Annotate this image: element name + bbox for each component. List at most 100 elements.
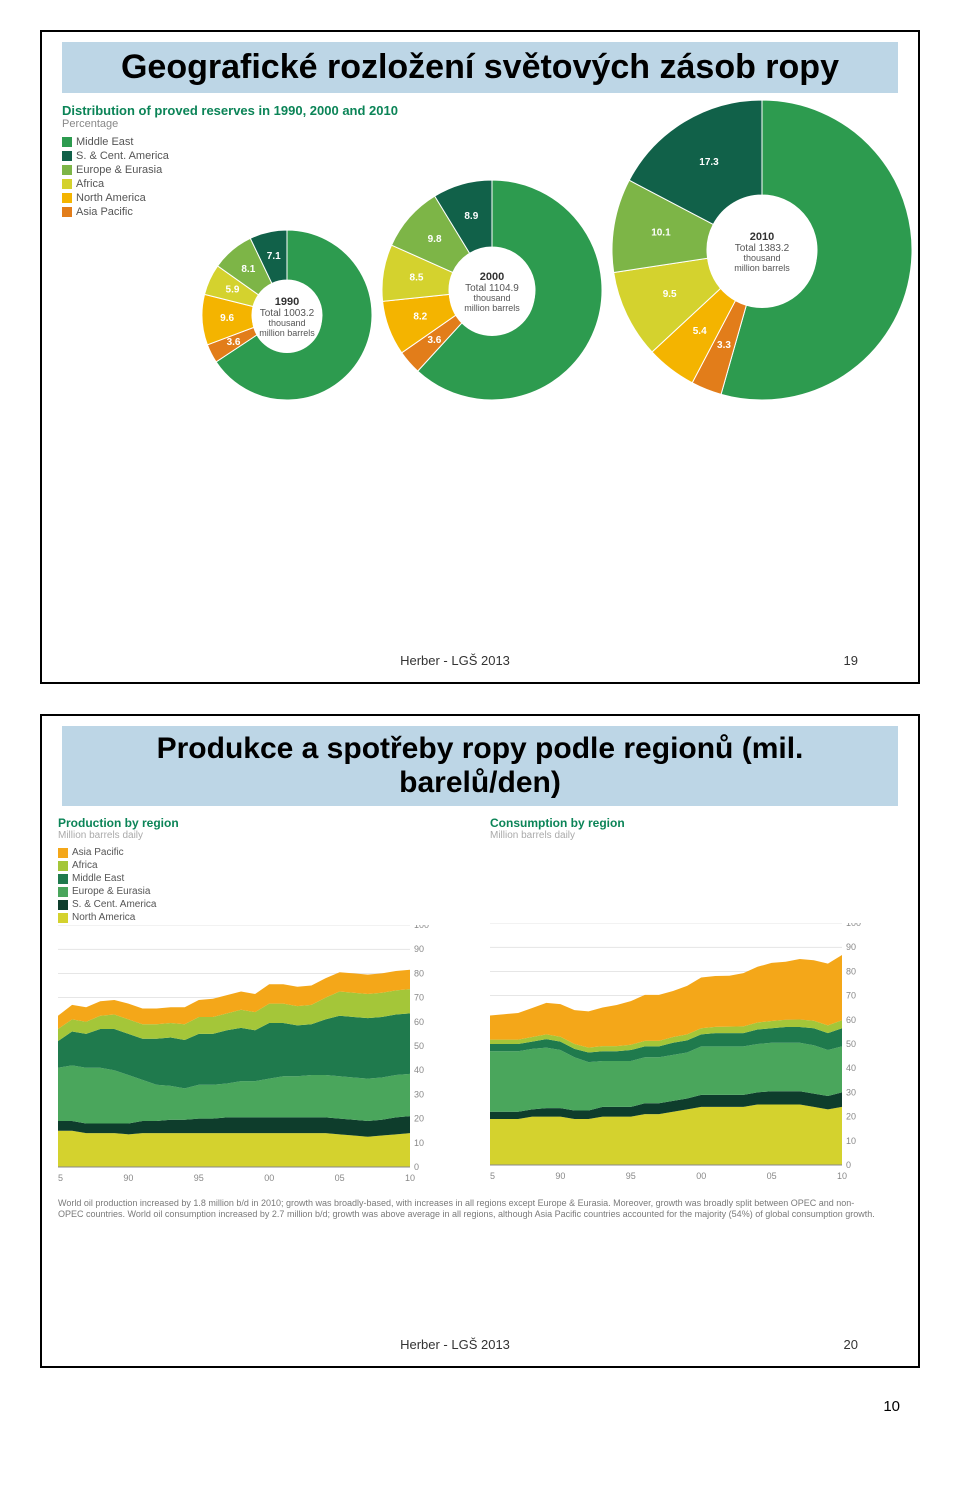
slide1-title-bg: Geografické rozložení světových zásob ro… (62, 42, 898, 93)
svg-text:10: 10 (837, 1171, 847, 1181)
legend-label: Europe & Eurasia (72, 886, 150, 897)
slide2-footer-center: Herber - LGŠ 2013 (42, 1337, 868, 1352)
slide1-footer-center: Herber - LGŠ 2013 (42, 653, 868, 668)
svg-text:100: 100 (414, 925, 429, 930)
svg-text:05: 05 (767, 1171, 777, 1181)
legend-swatch (62, 151, 72, 161)
svg-text:5.4: 5.4 (693, 326, 707, 337)
consumption-chart: 0102030405060708090100859095000510 (490, 923, 902, 1188)
slide2-content: Production by region Million barrels dai… (42, 806, 918, 1227)
svg-text:50: 50 (414, 1041, 424, 1051)
legend-swatch (58, 900, 68, 910)
legend-label: Asia Pacific (76, 206, 133, 218)
legend-label: North America (76, 192, 146, 204)
slide2-title: Produkce a spotřeby ropy podle regionů (… (72, 732, 888, 800)
svg-text:30: 30 (414, 1089, 424, 1099)
svg-text:5.9: 5.9 (226, 285, 240, 296)
slide2-page-num: 20 (844, 1337, 858, 1352)
slide2-title-bg: Produkce a spotřeby ropy podle regionů (… (62, 726, 898, 806)
svg-text:30: 30 (846, 1087, 856, 1097)
legend-label: Africa (72, 860, 98, 871)
production-sub: Million barrels daily (58, 830, 470, 841)
svg-text:00: 00 (264, 1173, 274, 1183)
svg-text:85: 85 (490, 1171, 495, 1181)
legend-swatch (58, 913, 68, 923)
svg-text:60: 60 (414, 1017, 424, 1027)
slide1-content: Distribution of proved reserves in 1990,… (42, 93, 918, 415)
legend-swatch (58, 861, 68, 871)
s2-chart-row: Production by region Million barrels dai… (58, 816, 902, 1190)
svg-text:100: 100 (846, 923, 861, 928)
s2-note: World oil production increased by 1.8 mi… (58, 1198, 878, 1221)
slide-1-frame: Geografické rozložení světových zásob ro… (40, 30, 920, 684)
legend-swatch (62, 137, 72, 147)
consumption-col: Consumption by region Million barrels da… (490, 816, 902, 1188)
donut-2000: 63.13.68.28.59.88.92000Total 1104.9thous… (382, 180, 602, 405)
svg-text:50: 50 (846, 1039, 856, 1049)
donut-center: 1990Total 1003.2thousandmillion barrels (252, 283, 322, 353)
svg-text:10.1: 10.1 (651, 228, 671, 239)
svg-text:90: 90 (555, 1171, 565, 1181)
legend-swatch (58, 874, 68, 884)
svg-text:95: 95 (194, 1173, 204, 1183)
legend-item: Europe & Eurasia (58, 886, 470, 897)
legend-swatch (58, 848, 68, 858)
legend-label: Asia Pacific (72, 847, 124, 858)
legend-swatch (62, 193, 72, 203)
svg-text:90: 90 (414, 944, 424, 954)
legend-label: Middle East (76, 136, 133, 148)
svg-text:95: 95 (626, 1171, 636, 1181)
svg-text:0: 0 (846, 1160, 851, 1170)
donut-center: 2010Total 1383.2thousandmillion barrels (707, 198, 817, 308)
legend-item: Asia Pacific (58, 847, 470, 858)
svg-text:7.1: 7.1 (267, 251, 281, 262)
legend-swatch (58, 887, 68, 897)
svg-text:8.9: 8.9 (464, 211, 478, 222)
legend-item: Middle East (58, 873, 470, 884)
legend-swatch (62, 207, 72, 217)
svg-text:8.2: 8.2 (413, 311, 427, 322)
legend-label: S. & Cent. America (76, 150, 169, 162)
svg-text:0: 0 (414, 1162, 419, 1172)
svg-text:3.6: 3.6 (427, 335, 441, 346)
slide1-page-num: 19 (844, 653, 858, 668)
svg-text:80: 80 (846, 966, 856, 976)
svg-text:20: 20 (846, 1112, 856, 1122)
svg-text:20: 20 (414, 1114, 424, 1124)
svg-text:70: 70 (846, 991, 856, 1001)
svg-text:00: 00 (696, 1171, 706, 1181)
svg-text:9.5: 9.5 (663, 289, 677, 300)
svg-text:05: 05 (335, 1173, 345, 1183)
svg-text:40: 40 (414, 1065, 424, 1075)
legend-label: Middle East (72, 873, 124, 884)
svg-text:10: 10 (405, 1173, 415, 1183)
donut-center: 2000Total 1104.9thousandmillion barrels (449, 250, 535, 336)
svg-text:70: 70 (414, 993, 424, 1003)
legend-swatch (62, 179, 72, 189)
svg-text:8.1: 8.1 (241, 264, 255, 275)
legend-label: North America (72, 912, 135, 923)
svg-text:90: 90 (123, 1173, 133, 1183)
donut-row: 65.73.69.65.98.17.11990Total 1003.2thous… (62, 100, 898, 405)
svg-text:3.6: 3.6 (227, 337, 241, 348)
svg-text:3.3: 3.3 (717, 340, 731, 351)
legend-item: S. & Cent. America (58, 899, 470, 910)
svg-text:9.6: 9.6 (220, 313, 234, 324)
legend-label: Africa (76, 178, 104, 190)
production-title: Production by region (58, 816, 470, 830)
svg-text:85: 85 (58, 1173, 63, 1183)
svg-text:60: 60 (846, 1015, 856, 1025)
legend-label: Europe & Eurasia (76, 164, 162, 176)
svg-text:90: 90 (846, 942, 856, 952)
svg-text:17.3: 17.3 (699, 157, 719, 168)
donut-2010: 54.43.35.49.510.117.32010Total 1383.2tho… (612, 100, 912, 405)
svg-text:8.5: 8.5 (410, 273, 424, 284)
svg-text:10: 10 (414, 1138, 424, 1148)
svg-text:9.8: 9.8 (428, 234, 442, 245)
consumption-title: Consumption by region (490, 816, 902, 830)
legend-item: North America (58, 912, 470, 923)
svg-text:40: 40 (846, 1063, 856, 1073)
s2-legend: Asia Pacific Africa Middle East Europe & Eu… (58, 847, 470, 923)
slide2-footer: Herber - LGŠ 2013 (42, 1337, 918, 1352)
slide1-title: Geografické rozložení světových zásob ro… (72, 48, 888, 87)
